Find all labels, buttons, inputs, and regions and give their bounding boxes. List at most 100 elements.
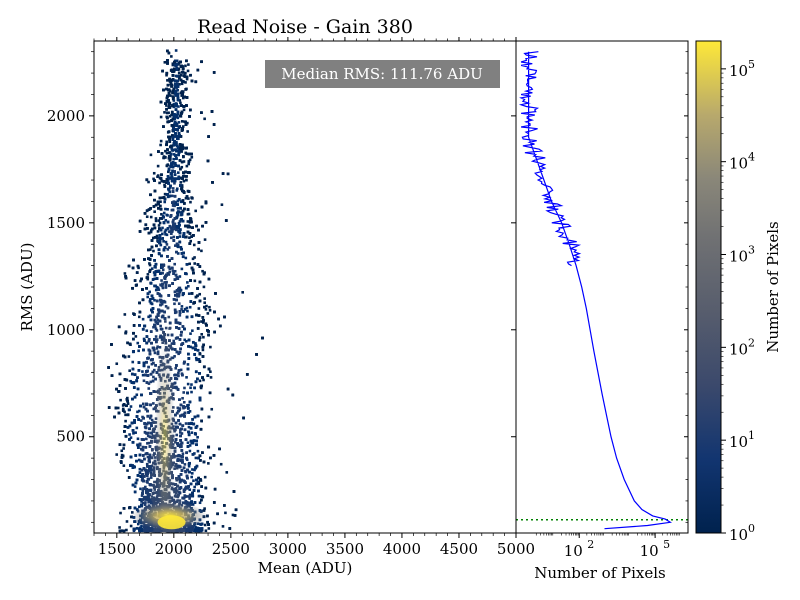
density-bin	[178, 314, 182, 317]
density-bin	[203, 523, 207, 527]
density-bin	[131, 360, 135, 364]
density-bin	[144, 501, 147, 504]
density-bin	[121, 407, 125, 411]
density-bin	[168, 190, 171, 194]
density-bin	[186, 130, 189, 133]
density-bin	[194, 356, 198, 360]
density-bin	[195, 358, 198, 362]
density-bin	[152, 496, 156, 499]
density-bin	[181, 125, 185, 128]
density-bin	[203, 297, 206, 300]
density-bin	[184, 64, 187, 68]
density-bin	[147, 431, 150, 435]
density-bin	[149, 229, 153, 232]
density-bin	[140, 525, 143, 528]
density-bin	[170, 113, 173, 117]
density-bin	[210, 407, 214, 411]
density-bin	[179, 101, 182, 105]
density-bin	[191, 257, 195, 261]
density-bin	[147, 180, 150, 184]
density-bin	[179, 458, 182, 461]
density-bin	[179, 181, 183, 184]
density-bin	[145, 462, 149, 466]
density-bin	[148, 290, 151, 294]
density-bin	[192, 243, 196, 247]
density-bin	[159, 324, 162, 328]
density-bin	[129, 524, 133, 528]
density-bin	[166, 207, 169, 211]
density-bin	[184, 81, 187, 84]
density-bin	[180, 184, 184, 187]
density-bin	[129, 379, 132, 383]
density-bin	[163, 61, 167, 64]
density-bin	[198, 292, 202, 296]
density-bin	[132, 529, 136, 533]
density-bin	[202, 285, 206, 289]
density-bin	[128, 433, 131, 436]
density-bin	[177, 121, 181, 124]
density-bin	[194, 209, 198, 213]
density-bin	[156, 350, 160, 354]
density-bin	[189, 200, 192, 204]
density-bin	[149, 215, 153, 219]
density-bin	[148, 298, 152, 301]
density-bin	[177, 352, 180, 356]
density-bin	[174, 74, 178, 78]
density-bin	[157, 288, 161, 292]
density-bin	[171, 97, 175, 101]
density-bin	[146, 277, 150, 281]
density-bin	[209, 345, 212, 349]
density-bin	[178, 499, 182, 502]
density-bin	[189, 74, 192, 77]
density-bin	[220, 203, 224, 207]
density-bin	[153, 210, 156, 213]
density-bin	[158, 292, 161, 296]
density-bin	[180, 165, 184, 169]
density-bin	[150, 267, 154, 270]
density-bin	[164, 232, 167, 236]
density-bin	[185, 306, 189, 310]
density-bin	[160, 212, 163, 216]
density-bin	[158, 181, 161, 185]
density-bin	[148, 263, 152, 267]
density-bin	[190, 383, 193, 386]
density-bin	[178, 82, 181, 86]
density-bin	[167, 246, 171, 249]
density-bin	[168, 186, 172, 189]
density-bin	[152, 177, 155, 181]
density-bin	[168, 327, 171, 330]
density-bin	[182, 160, 186, 163]
density-bin	[174, 454, 178, 458]
density-bin	[160, 279, 163, 282]
density-bin	[148, 467, 151, 470]
density-bin	[177, 286, 181, 290]
density-bin	[119, 398, 122, 402]
density-bin	[180, 120, 184, 123]
density-bin	[156, 174, 160, 177]
density-bin	[135, 393, 139, 397]
density-bin	[185, 376, 188, 379]
density-bin	[178, 235, 182, 238]
density-bin	[141, 370, 144, 373]
density-bin	[137, 315, 141, 319]
density-bin	[152, 402, 155, 405]
density-bin	[182, 179, 186, 183]
density-bin	[138, 409, 141, 413]
density-bin	[188, 158, 192, 162]
density-bin	[152, 466, 156, 469]
density-bin	[159, 243, 163, 247]
density-bin	[147, 365, 150, 369]
density-bin	[172, 153, 176, 156]
density-bin	[158, 336, 162, 339]
density-bin	[153, 488, 157, 491]
density-bin	[180, 305, 184, 308]
density-bin	[145, 215, 149, 219]
density-bin	[197, 494, 201, 498]
density-bin	[190, 475, 193, 479]
density-bin	[146, 442, 149, 445]
density-bin	[189, 239, 193, 243]
density-bin	[149, 476, 153, 479]
density-bin	[124, 330, 128, 333]
density-bin	[203, 475, 207, 479]
